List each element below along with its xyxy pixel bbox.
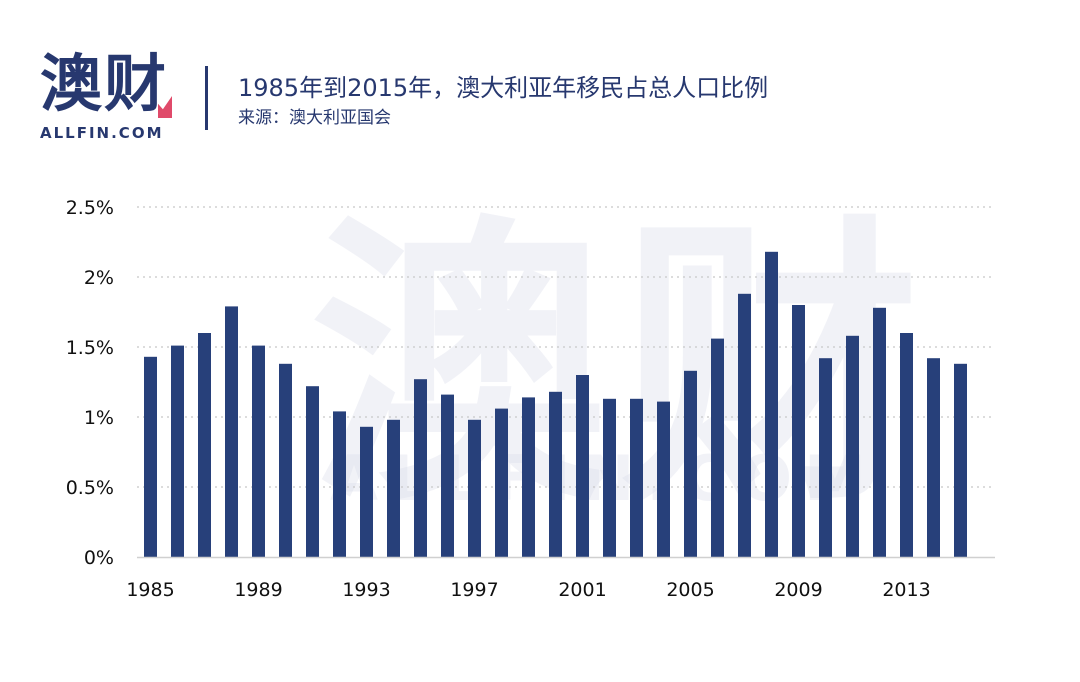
logo-chinese: 澳财	[40, 47, 169, 120]
bar-1998	[495, 408, 508, 557]
bar-1986	[171, 345, 184, 557]
bar-1992	[333, 411, 346, 557]
bar-2012	[873, 307, 886, 557]
bar-1987	[198, 333, 211, 557]
header-divider	[205, 66, 208, 130]
bar-2006	[711, 338, 724, 557]
bars	[144, 251, 967, 558]
bar-2008	[765, 251, 778, 558]
y-tick-label: 2.5%	[66, 197, 114, 219]
x-axis-ticks: 1985 1989 1993 1997 2001 2005 2009 2013	[126, 579, 930, 601]
y-tick-label: 1.5%	[66, 337, 114, 359]
allfin-logo: 澳财 ALLFIN.COM	[40, 50, 200, 142]
x-tick-label: 1993	[342, 579, 390, 601]
x-tick-label: 2013	[882, 579, 930, 601]
x-tick-label: 2001	[558, 579, 606, 601]
bar-2004	[657, 401, 670, 557]
bar-1997	[468, 419, 481, 557]
x-tick-label: 1997	[450, 579, 498, 601]
bar-2013	[900, 333, 913, 557]
bar-2010	[819, 358, 832, 557]
bar-1995	[414, 379, 427, 557]
bar-2000	[549, 391, 562, 557]
bar-1991	[306, 386, 319, 557]
bar-1994	[387, 419, 400, 557]
bar-2003	[630, 398, 643, 557]
bar-1999	[522, 397, 535, 557]
bar-1988	[225, 306, 238, 557]
y-tick-label: 0%	[84, 547, 114, 569]
bar-2009	[792, 305, 805, 557]
logo-english: ALLFIN.COM	[40, 124, 164, 142]
y-tick-label: 0.5%	[66, 477, 114, 499]
bar-2014	[927, 358, 940, 557]
bar-1985	[144, 356, 157, 557]
bar-2001	[576, 375, 589, 557]
bar-2002	[603, 398, 616, 557]
y-tick-label: 1%	[84, 407, 114, 429]
chart-source: 来源：澳大利亚国会	[238, 108, 391, 128]
x-tick-label: 2005	[666, 579, 714, 601]
bar-1989	[252, 345, 265, 557]
bar-1993	[360, 426, 373, 557]
chart-title: 1985年到2015年，澳大利亚年移民占总人口比例	[238, 74, 769, 102]
y-axis-ticks: 0% 0.5% 1% 1.5% 2% 2.5%	[66, 197, 114, 569]
bar-2011	[846, 335, 859, 557]
y-tick-label: 2%	[84, 267, 114, 289]
bar-1996	[441, 394, 454, 557]
x-tick-label: 1985	[126, 579, 174, 601]
x-tick-label: 2009	[774, 579, 822, 601]
bar-2005	[684, 370, 697, 557]
bar-2015	[954, 363, 967, 557]
x-tick-label: 1989	[234, 579, 282, 601]
bar-1990	[279, 363, 292, 557]
grid-lines	[137, 206, 995, 488]
bar-2007	[738, 293, 751, 557]
